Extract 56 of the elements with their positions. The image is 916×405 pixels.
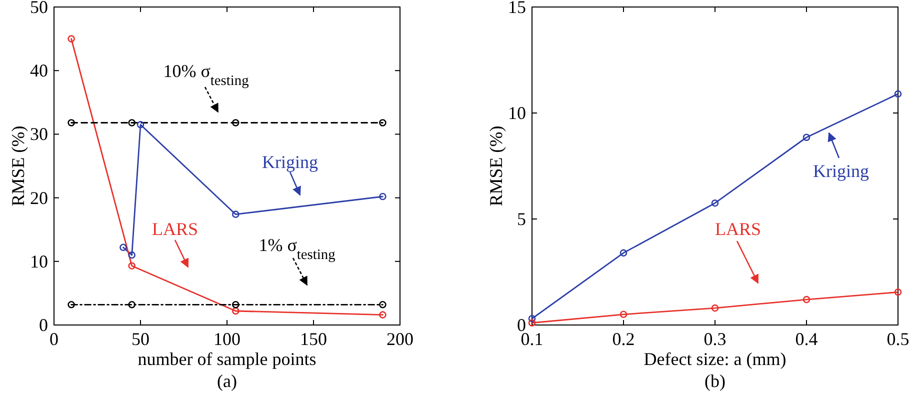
y-tick-label: 15	[508, 0, 526, 17]
point	[379, 301, 386, 308]
point	[802, 296, 810, 304]
annotation: LARS	[714, 219, 762, 239]
point	[68, 119, 75, 126]
annotation: 1% σ$_{testing}$	[258, 235, 336, 263]
annotation: Kriging	[262, 152, 318, 172]
point	[232, 301, 240, 308]
y-tick-label: 0	[39, 315, 48, 335]
x-tick-label: 0.5	[886, 329, 910, 349]
x-axis-title: number of sample points	[138, 349, 316, 369]
annotation: LARS	[152, 219, 198, 239]
point	[232, 210, 240, 218]
x-tick-label: 0.3	[704, 329, 726, 349]
annotation: 10% σ$_{testing}$	[163, 61, 249, 89]
point	[894, 90, 902, 98]
y-axis-title: RMSE (%)	[486, 126, 506, 206]
x-tick-label: 100	[214, 329, 240, 349]
y-tick-label: 5	[517, 209, 526, 229]
point	[528, 319, 536, 327]
x-tick-label: 0.2	[612, 329, 635, 349]
annotation: Kriging	[813, 161, 869, 181]
y-tick-label: 20	[30, 188, 48, 208]
point	[894, 288, 902, 296]
point	[128, 251, 136, 259]
point	[711, 304, 719, 312]
point	[128, 119, 136, 126]
x-axis-title: Defect size: a (mm)	[644, 349, 786, 369]
y-tick-label: 50	[30, 0, 48, 17]
x-tick-label: 0.4	[795, 329, 818, 349]
point	[802, 134, 810, 142]
point	[136, 121, 144, 128]
point	[620, 310, 628, 318]
point	[128, 262, 136, 270]
point	[711, 199, 719, 207]
y-tick-label: 10	[508, 103, 526, 123]
point	[68, 301, 75, 308]
x-tick-label: 150	[300, 329, 327, 349]
text: (a)	[217, 371, 237, 391]
point	[232, 119, 240, 126]
y-axis-title: RMSE (%)	[8, 126, 28, 206]
text: (b)	[704, 371, 726, 391]
point	[68, 35, 75, 42]
point	[528, 314, 536, 322]
y-tick-label: 40	[30, 60, 48, 81]
point	[120, 244, 127, 252]
x-tick-label: 200	[386, 329, 414, 349]
point	[379, 119, 386, 126]
y-tick-label: 30	[30, 124, 48, 144]
x-tick-label: 50	[132, 329, 150, 349]
y-tick-label: 10	[30, 251, 48, 272]
point	[379, 192, 386, 200]
point	[620, 249, 628, 257]
point	[379, 311, 386, 318]
point	[232, 307, 240, 315]
point	[128, 301, 136, 308]
